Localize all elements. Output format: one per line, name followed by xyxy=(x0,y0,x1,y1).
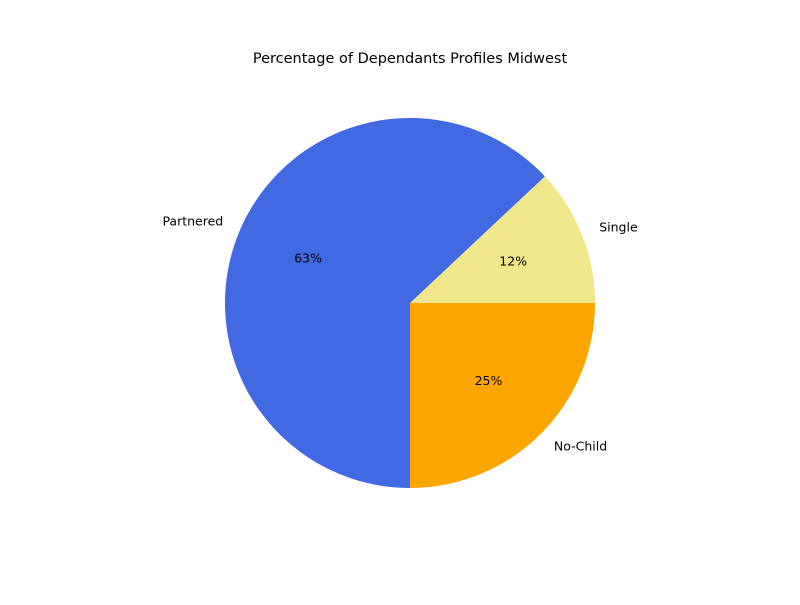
slice-percent-no-child: 25% xyxy=(475,373,503,388)
slice-label-partnered: Partnered xyxy=(162,214,223,229)
chart-title: Percentage of Dependants Profiles Midwes… xyxy=(253,51,568,67)
pie-slices xyxy=(225,118,595,489)
pie-slice-no-child xyxy=(410,303,595,488)
slice-percent-partnered: 63% xyxy=(294,250,322,265)
pie-slice-partnered xyxy=(225,118,545,489)
slice-percent-single: 12% xyxy=(499,254,527,269)
slice-label-single: Single xyxy=(599,220,638,235)
slice-label-no-child: No-Child xyxy=(554,438,607,453)
pie-labels: Single 12% Partnered 63% No-Child 25% xyxy=(162,214,637,454)
pie-slice-single xyxy=(410,176,595,303)
